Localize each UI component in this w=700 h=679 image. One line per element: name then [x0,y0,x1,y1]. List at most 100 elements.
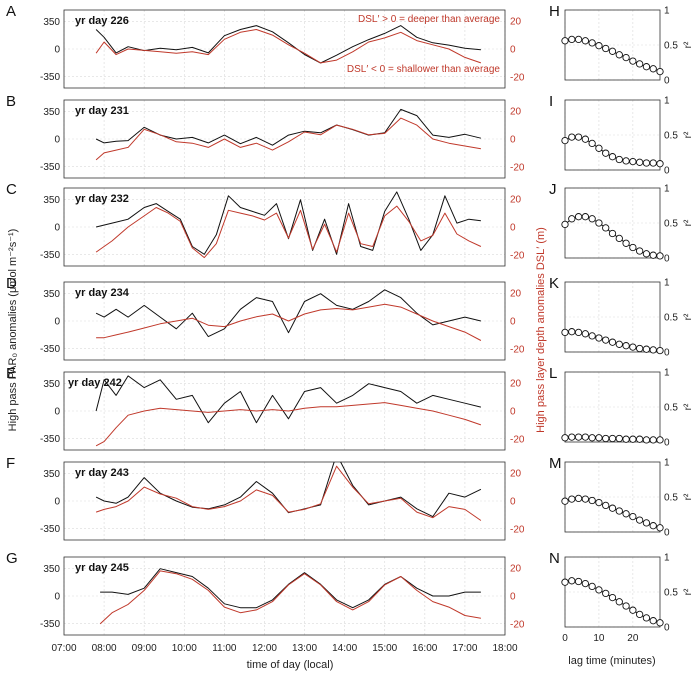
r2-marker [656,619,664,627]
r2-panel-L: 1 0.5 0 Lr² [549,365,694,449]
r2-marker [608,434,617,443]
r2-marker [581,330,590,338]
r2-panel-frame [564,556,661,628]
r2-marker [581,37,590,45]
time-tick-label: 08:00 [92,643,117,654]
r2-panel-H: 1 0.5 0 Hr² [549,3,694,87]
r2-marker [635,158,644,166]
right-tick-label: -20 [510,434,525,445]
r2-marker [608,153,617,161]
panel-frame [63,9,506,89]
right-tick-label: 0 [510,497,516,508]
r2-marker [608,593,617,602]
time-tick-label: 16:00 [412,643,437,654]
left-tick-label: 0 [54,135,60,146]
panel-D: 350 0 -350 20 0 -20 Dyr day 234 [6,275,525,361]
left-tick-label: 350 [43,379,60,390]
r2-marker [629,343,637,351]
r2-marker [622,435,630,443]
par-anomaly-line [95,108,482,146]
series-group [95,289,482,341]
annotation-deeper: DSL′ > 0 = deeper than average [358,14,500,25]
lag-axis-label: lag time (minutes) [568,655,655,667]
r2-marker [608,229,617,238]
r2-panel-frame [564,281,661,353]
series-group [95,375,482,447]
r2-axis-label: r² [683,493,694,500]
panel-letter: G [6,550,18,567]
lag-tick-label: 0 [562,633,568,644]
day-label: yr day 232 [75,193,129,205]
r2-marker [561,328,569,337]
r2-marker [635,344,644,353]
r2-marker [574,133,583,141]
r2-marker [622,342,630,350]
time-tick-label: 14:00 [332,643,357,654]
r2-marker [574,35,583,44]
left-tick-label: 0 [54,407,60,418]
r2-tick-label: 1 [664,553,670,564]
r2-tick-label: 0 [664,623,670,634]
r2-marker [561,220,569,229]
r2-marker [642,614,651,622]
right-tick-label: 20 [510,564,522,575]
r2-panel-frame [564,9,661,81]
right-tick-label: 20 [510,289,522,300]
panel-F: 350 0 -350 20 0 -20 Fyr day 243 [6,455,525,541]
r2-marker [649,436,657,444]
panel-C: 350 0 -350 20 0 -20 Cyr day 232 [6,181,525,267]
r2-marker [656,346,664,355]
left-tick-label: 0 [54,592,60,603]
r2-marker [602,336,610,344]
panel-letter: B [6,93,16,110]
r2-marker [649,346,657,354]
r2-tick-label: 1 [664,96,670,107]
r2-panel-letter: L [549,365,557,382]
r2-marker [581,433,590,441]
panel-frame [63,556,506,636]
left-tick-label: -350 [40,162,60,173]
r2-marker [649,617,657,625]
par-anomaly-line [95,191,481,255]
day-label: yr day 242 [68,377,122,389]
left-tick-label: 350 [43,564,60,575]
r2-panel-K: 1 0.5 0 Kr² [549,275,694,359]
r2-marker [642,519,651,527]
r2-tick-label: 0 [664,438,670,449]
r2-marker [629,606,637,614]
r2-marker [602,501,610,510]
par-anomaly-line [95,289,482,338]
left-tick-label: 350 [43,107,60,118]
r2-marker [588,39,596,47]
r2-marker [642,345,651,353]
r2-marker [635,435,644,443]
right-tick-label: -20 [510,162,525,173]
r2-panel-M: 1 0.5 0 Mr² [549,455,694,539]
r2-panel-J: 1 0.5 0 Jr² [549,181,694,265]
left-tick-label: 0 [54,45,60,56]
r2-tick-label: 0 [664,254,670,265]
r2-marker [595,434,603,442]
series-group [95,25,482,64]
panel-B: 350 0 -350 20 0 -20 Byr day 231 [6,93,525,179]
r2-marker [615,340,623,348]
left-tick-label: 0 [54,497,60,508]
right-tick-label: 20 [510,469,522,480]
r2-marker [595,42,603,50]
lag-tick-label: 10 [593,633,605,644]
annotation-shallower: DSL′ < 0 = shallower than average [347,64,501,75]
left-tick-label: -350 [40,619,60,630]
panel-frame [63,187,506,267]
r2-axis-label: r² [683,41,694,48]
r2-marker [656,436,664,444]
r2-marker [602,224,610,232]
r2-marker [642,436,651,444]
time-tick-label: 11:00 [212,643,237,654]
time-series-panels: 350 0 -350 20 0 -20 Ayr day 226 350 0 -350 20 0 -20 B… [6,3,525,654]
time-tick-label: 13:00 [292,643,317,654]
series-group [95,108,482,161]
right-tick-label: 20 [510,379,522,390]
r2-marker [588,434,596,442]
time-tick-label: 07:00 [51,643,76,654]
right-tick-label: 0 [510,317,516,328]
